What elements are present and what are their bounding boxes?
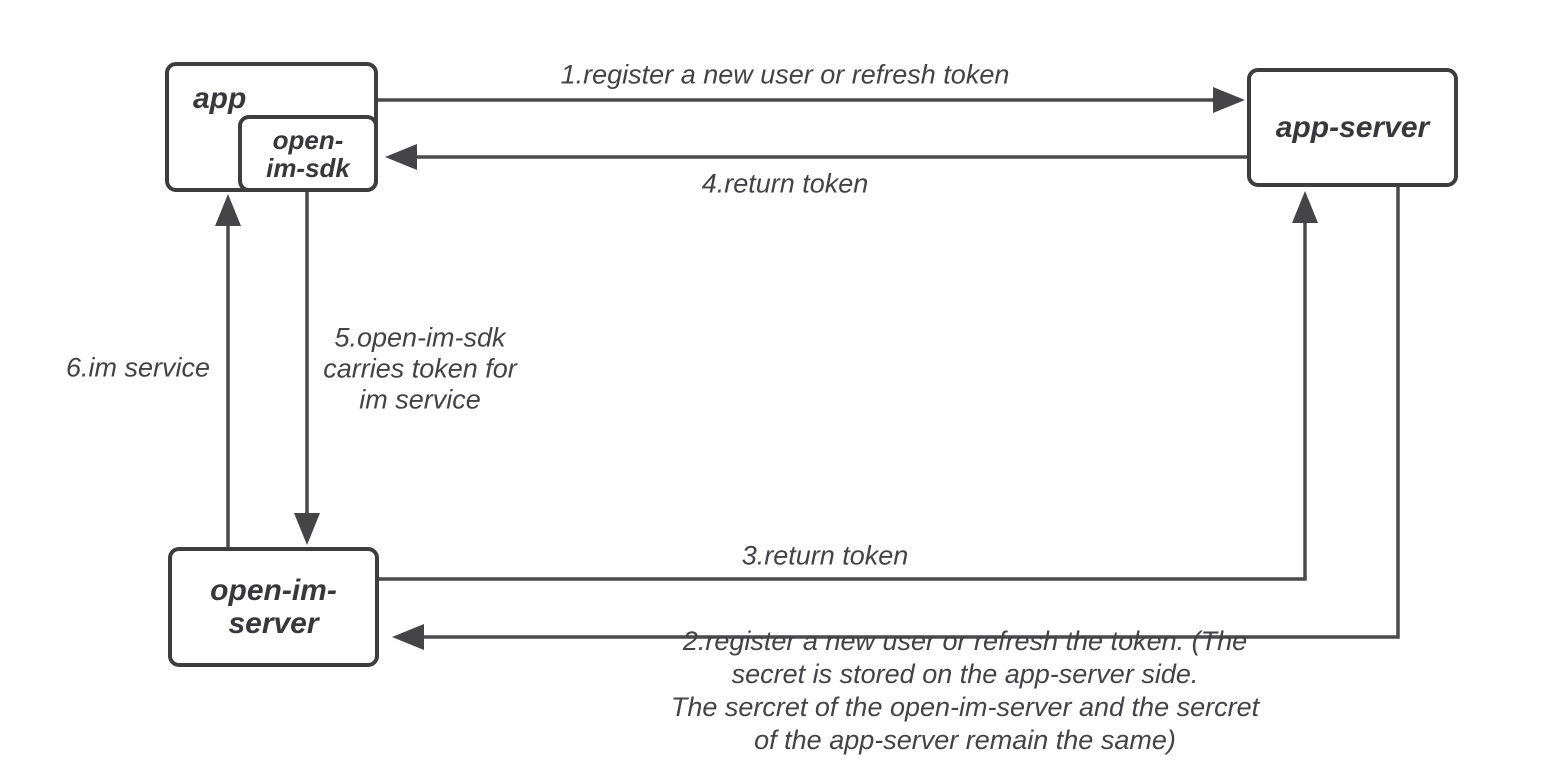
edge-label-register-token-2: 2.register a new user or refresh the tok… (670, 626, 1260, 755)
edge-label-return-token-4: 4.return token (701, 168, 869, 199)
arrow-3-return-token (378, 191, 1318, 581)
arrow-3-line (378, 222, 1307, 581)
arrow-5-sdk-carries-token (294, 192, 320, 545)
arrow-6-im-service (215, 194, 241, 547)
arrow-4-return-token (385, 144, 1247, 170)
arrow-2-register-token (392, 187, 1400, 650)
node-open-im-server-label: open-im- server (210, 574, 337, 640)
node-app-label: app (193, 82, 247, 115)
arrow-3-arrowhead-icon (1292, 191, 1318, 223)
arrow-6-arrowhead-icon (215, 194, 241, 226)
node-open-im-server: open-im- server (168, 547, 379, 667)
edge-label-return-token-3: 3.return token (741, 540, 909, 571)
arrow-2-line (423, 187, 1400, 639)
edge-label-sdk-carries-token-5: 5.open-im-sdk carries token for im servi… (323, 322, 517, 415)
arrow-4-arrowhead-icon (385, 144, 417, 170)
edge-label-im-service-6: 6.im service (65, 352, 211, 383)
arrow-1-arrowhead-icon (1213, 87, 1245, 113)
arrow-1-register-token (378, 87, 1245, 113)
node-app-server-label: app-server (1275, 110, 1430, 144)
arrow-5-arrowhead-icon (294, 513, 320, 545)
node-app-server: app-server (1247, 68, 1458, 187)
node-open-im-sdk-label: open- im-sdk (266, 124, 350, 183)
arrow-2-arrowhead-icon (392, 624, 424, 650)
node-open-im-sdk: open- im-sdk (238, 115, 378, 192)
edge-label-register-token-1: 1.register a new user or refresh token (560, 59, 1010, 90)
